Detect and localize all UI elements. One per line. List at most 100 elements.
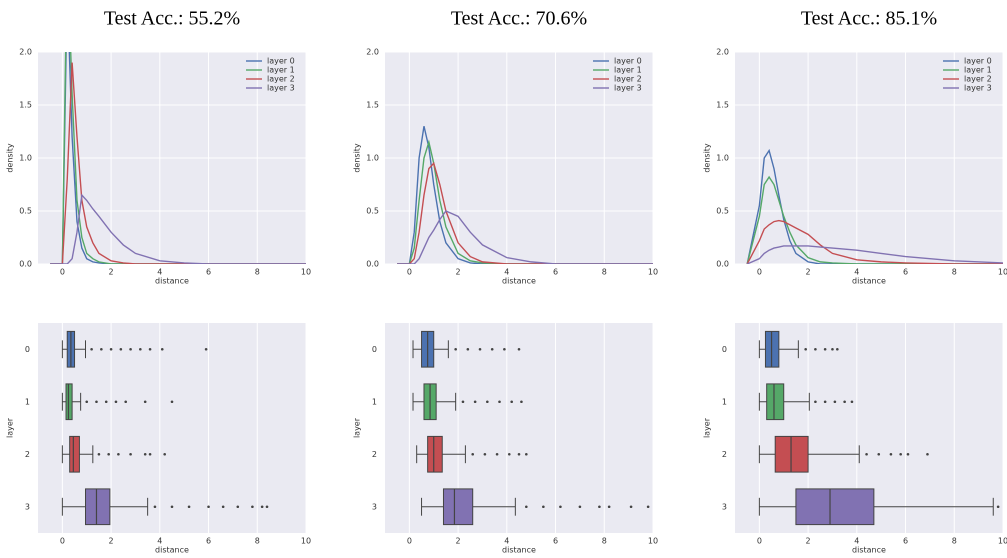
panel-title: Test Acc.: 55.2% [104, 8, 240, 30]
x-tick-label: 0 [60, 537, 65, 546]
y-tick-label: 0.5 [716, 207, 729, 216]
flier [114, 400, 118, 404]
flier [117, 452, 120, 456]
density-line [397, 126, 653, 264]
legend-label: layer 2 [964, 75, 992, 84]
x-axis-label: distance [155, 546, 189, 555]
flier [97, 452, 101, 456]
flier [265, 505, 269, 509]
x-tick-label: 10 [998, 268, 1007, 277]
x-tick-label: 10 [301, 268, 311, 277]
y-tick-label: 2.0 [716, 48, 729, 57]
x-axis-label: distance [502, 277, 536, 286]
flier [85, 400, 89, 404]
flier [850, 400, 854, 404]
density-line [50, 52, 306, 264]
flier [153, 505, 157, 509]
flier [525, 505, 528, 509]
flier [471, 452, 475, 456]
flier [578, 505, 582, 509]
density-line [746, 219, 1003, 264]
x-tick-label: 6 [206, 268, 211, 277]
x-tick-label: 8 [255, 268, 260, 277]
y-tick-label: 1.5 [19, 101, 32, 110]
y-tick-label: 2 [722, 450, 727, 459]
flier [236, 505, 240, 509]
x-tick-label: 6 [553, 268, 558, 277]
flier [478, 347, 482, 351]
flier [510, 400, 513, 404]
x-tick-label: 0 [60, 268, 65, 277]
flier [559, 505, 562, 509]
flier [804, 347, 807, 351]
y-tick-label: 0.5 [366, 207, 379, 216]
y-tick-label: 0.0 [716, 260, 729, 269]
legend-label: layer 2 [614, 75, 642, 84]
flier [90, 347, 93, 351]
x-tick-label: 4 [504, 537, 509, 546]
density-line [746, 148, 1003, 264]
box [427, 435, 443, 473]
y-tick-label: 2.0 [19, 48, 32, 57]
flier [129, 452, 132, 456]
flier [100, 347, 103, 351]
density-line [746, 175, 1003, 264]
y-tick-label: 1 [372, 397, 377, 406]
flier [483, 452, 487, 456]
density-line [397, 210, 653, 264]
x-tick-label: 0 [407, 537, 412, 546]
y-axis-label: density [6, 143, 15, 173]
flier [507, 452, 511, 456]
x-tick-label: 2 [109, 537, 114, 546]
box [85, 488, 111, 526]
flier [542, 505, 545, 509]
x-axis-label: distance [852, 277, 886, 286]
x-tick-label: 2 [806, 268, 811, 277]
y-tick-label: 1.0 [19, 154, 32, 163]
flier [251, 505, 254, 509]
y-tick-label: 0.0 [19, 260, 32, 269]
y-tick-label: 0 [25, 345, 30, 354]
flier [495, 452, 499, 456]
flier [525, 452, 528, 456]
flier [843, 400, 846, 404]
y-tick-label: 0 [372, 345, 377, 354]
x-tick-label: 2 [456, 268, 461, 277]
plot-background [38, 323, 306, 533]
flier [139, 347, 142, 351]
y-axis-label: layer [6, 417, 15, 438]
flier [148, 347, 152, 351]
y-tick-label: 1.5 [716, 101, 729, 110]
y-axis-label: density [353, 143, 362, 173]
legend-label: layer 1 [614, 66, 642, 75]
flier [160, 347, 164, 351]
x-tick-label: 0 [407, 268, 412, 277]
x-tick-label: 2 [109, 268, 114, 277]
flier [107, 452, 110, 456]
density-line [746, 245, 1003, 264]
x-tick-label: 4 [157, 268, 162, 277]
x-tick-label: 0 [757, 268, 762, 277]
flier [143, 400, 147, 404]
x-tick-label: 6 [903, 268, 908, 277]
density-line [50, 62, 306, 264]
flier [865, 452, 868, 456]
flier [124, 400, 128, 404]
flier [204, 347, 208, 351]
legend-label: layer 0 [964, 57, 992, 66]
box [795, 488, 875, 526]
y-tick-label: 0 [722, 345, 727, 354]
flier [814, 347, 817, 351]
flier [646, 505, 650, 509]
y-axis-label: layer [703, 417, 712, 438]
flier [170, 400, 174, 404]
flier [163, 452, 166, 456]
flier [170, 505, 174, 509]
flier [109, 347, 113, 351]
flier [833, 400, 837, 404]
y-axis-label: density [703, 143, 712, 173]
legend-label: layer 1 [267, 66, 295, 75]
flier [207, 505, 210, 509]
box [764, 330, 780, 368]
flier [119, 347, 123, 351]
